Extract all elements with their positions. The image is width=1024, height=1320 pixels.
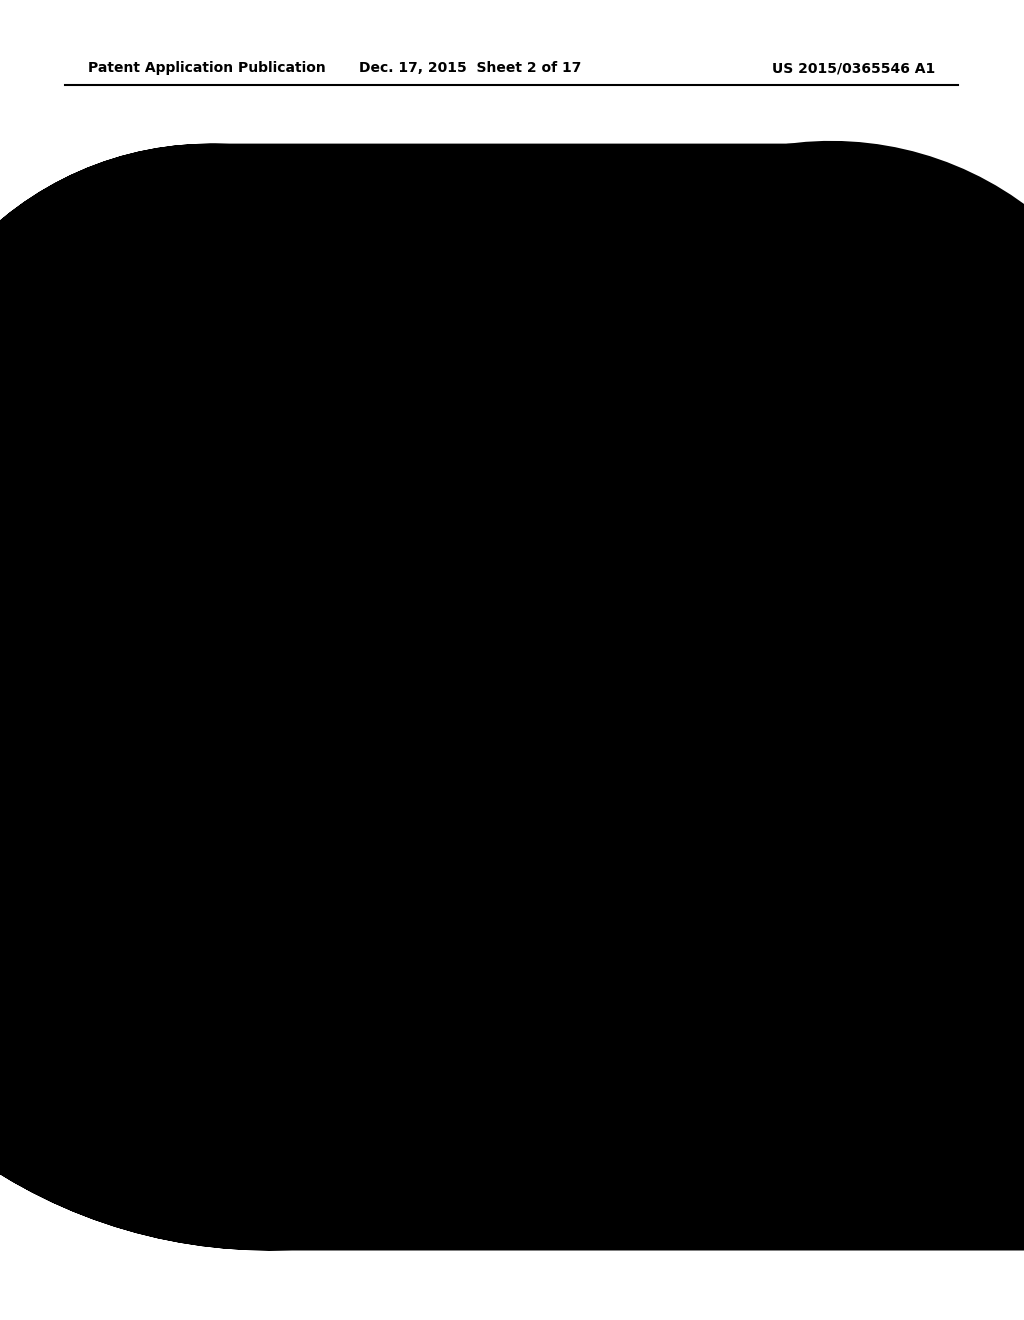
Text: CONTENT
OPERATING
UNIT: CONTENT OPERATING UNIT <box>798 535 864 578</box>
Text: IMAGE
PROCESSING
CONTROL
UNIT: IMAGE PROCESSING CONTROL UNIT <box>487 313 560 358</box>
Text: TO DISPLAY 104: TO DISPLAY 104 <box>423 1117 517 1130</box>
Text: IMAGE
PROCESSING
UNIT: IMAGE PROCESSING UNIT <box>650 717 726 759</box>
Text: Patent Application Publication: Patent Application Publication <box>88 61 326 75</box>
Text: 214: 214 <box>543 935 565 946</box>
Bar <box>272 279 414 399</box>
Text: DATA
CONVERSION
UNIT: DATA CONVERSION UNIT <box>135 717 213 759</box>
Bar <box>106 279 256 399</box>
Text: Dec. 17, 2015  Sheet 2 of 17: Dec. 17, 2015 Sheet 2 of 17 <box>358 61 582 75</box>
Text: DATA
SAVING
UNIT: DATA SAVING UNIT <box>311 838 355 882</box>
Text: 212: 212 <box>595 664 617 677</box>
Text: IMAGE
LOADING
UNIT: IMAGE LOADING UNIT <box>617 838 671 882</box>
Bar <box>432 678 596 799</box>
Text: TOUCH EVENT: TOUCH EVENT <box>607 998 691 1011</box>
Bar <box>88 668 930 912</box>
Text: 207: 207 <box>369 484 391 498</box>
Text: RENDERING UNIT: RENDERING UNIT <box>623 242 731 255</box>
Text: IMAGE
DATA
GROUP: IMAGE DATA GROUP <box>822 698 864 742</box>
Text: 211: 211 <box>255 264 278 277</box>
Bar <box>272 678 394 799</box>
Text: 219: 219 <box>929 917 951 931</box>
Text: DATA
CONVERSION
UNIT: DATA CONVERSION UNIT <box>255 535 333 578</box>
Text: 202: 202 <box>715 807 737 818</box>
Text: 216: 216 <box>921 216 943 228</box>
Text: INTERPRETER: INTERPRETER <box>430 998 510 1011</box>
Text: PRINTER DATA
GENERATION
UNIT: PRINTER DATA GENERATION UNIT <box>472 717 556 759</box>
Bar <box>88 218 930 648</box>
Text: 203: 203 <box>96 804 118 817</box>
Text: OS LAYER: OS LAYER <box>829 1059 890 1072</box>
Bar <box>432 230 922 500</box>
Text: DATA
HOLDING
UNIT: DATA HOLDING UNIT <box>466 838 520 882</box>
Text: IMAGE
OBTAINING
UNIT: IMAGE OBTAINING UNIT <box>310 317 376 359</box>
Text: 208: 208 <box>761 664 783 677</box>
Bar <box>756 498 906 615</box>
Bar <box>784 678 914 774</box>
Text: 220: 220 <box>393 807 416 818</box>
Text: 206: 206 <box>597 253 620 267</box>
Text: TO INTERPRETER
214/221: TO INTERPRETER 214/221 <box>76 446 176 474</box>
Bar <box>450 268 598 403</box>
Text: INTER-
PRETER: INTER- PRETER <box>310 723 355 752</box>
Bar <box>96 678 252 799</box>
Text: 201: 201 <box>413 264 435 277</box>
Text: NATIVE LAYER: NATIVE LAYER <box>787 888 874 902</box>
Text: 209: 209 <box>725 935 748 946</box>
Bar <box>218 498 370 615</box>
Text: 215: 215 <box>919 671 941 682</box>
Bar <box>272 820 394 900</box>
Bar <box>96 948 264 1063</box>
Text: US 2015/0365546 A1: US 2015/0365546 A1 <box>772 61 935 75</box>
Text: SCRIPT LAYER: SCRIPT LAYER <box>787 624 874 638</box>
Text: 204: 204 <box>553 807 575 818</box>
Text: CONTENT
DRAWING
UNIT: CONTENT DRAWING UNIT <box>662 314 719 356</box>
Bar <box>88 932 930 1082</box>
Text: 221: 221 <box>393 664 416 677</box>
Bar <box>396 948 544 1063</box>
Text: 213: 213 <box>263 935 286 946</box>
Text: TO PRINTER 112: TO PRINTER 112 <box>126 1117 222 1130</box>
Text: 205: 205 <box>761 253 783 267</box>
Text: PRINTER
CONTROL
UNIT: PRINTER CONTROL UNIT <box>153 317 210 359</box>
Text: 218: 218 <box>929 653 951 667</box>
Bar <box>778 672 908 768</box>
Text: F I G . 2: F I G . 2 <box>445 178 579 207</box>
Bar <box>790 684 920 780</box>
Text: 203: 203 <box>251 664 273 677</box>
Text: 210: 210 <box>905 484 928 498</box>
Text: 217: 217 <box>929 205 951 216</box>
Bar <box>432 820 554 900</box>
Text: TO NATIVE
LAYER 218: TO NATIVE LAYER 218 <box>617 1117 680 1144</box>
Bar <box>614 678 762 799</box>
Bar <box>572 820 716 900</box>
Bar <box>618 268 762 403</box>
Text: PRINTER
COMMUNICATION
UNIT: PRINTER COMMUNICATION UNIT <box>131 989 228 1022</box>
Bar <box>572 948 726 1063</box>
